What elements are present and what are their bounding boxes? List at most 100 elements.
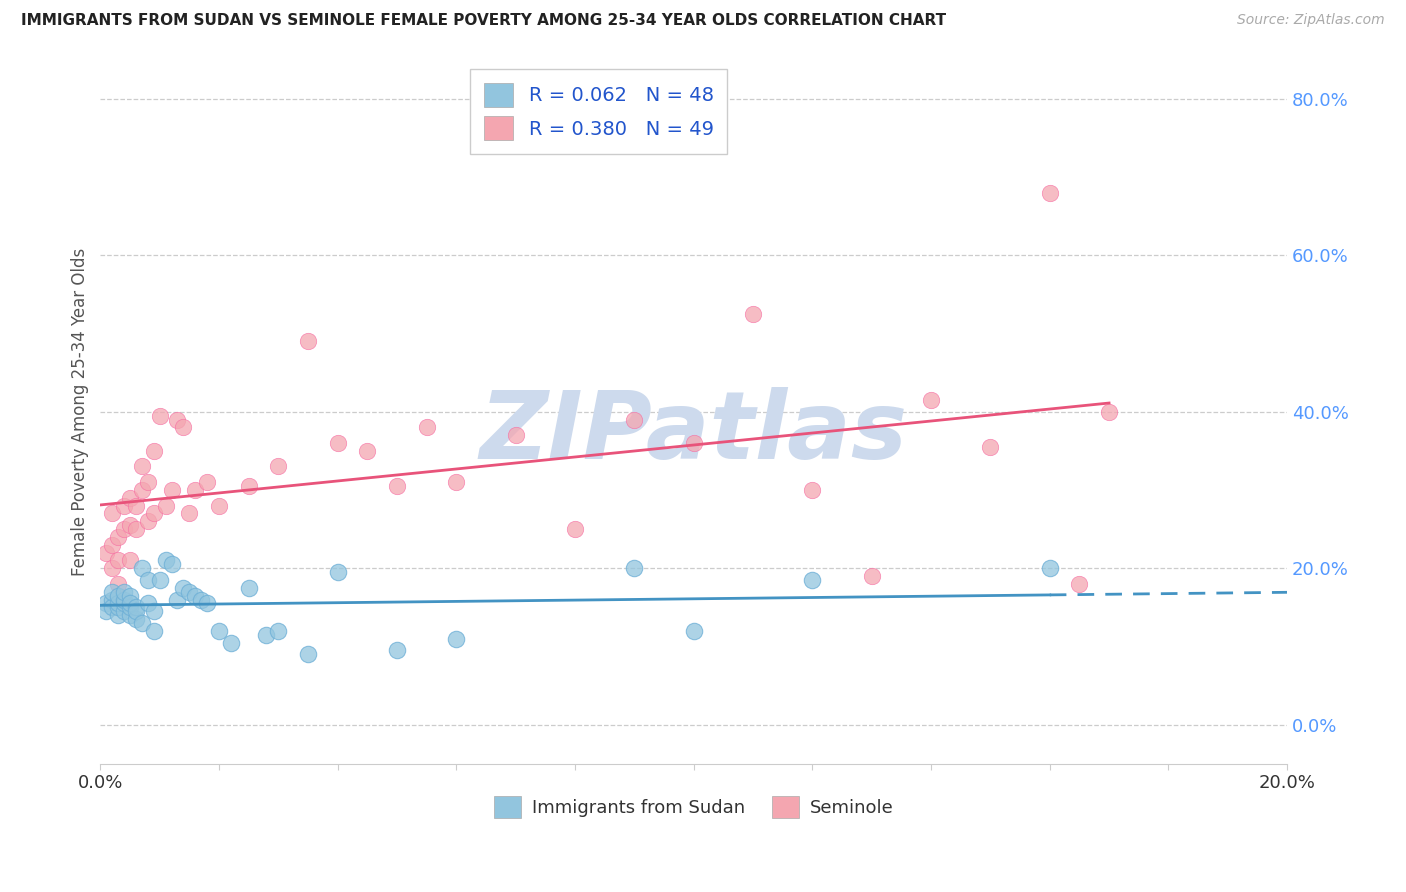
Point: [297, 647, 319, 661]
Point: [101, 584, 124, 599]
Point: [142, 507, 165, 521]
Point: [131, 561, 153, 575]
Point: [125, 600, 148, 615]
Point: [195, 596, 218, 610]
Point: [101, 592, 124, 607]
Point: [107, 596, 129, 610]
Point: [112, 596, 135, 610]
Point: [107, 600, 129, 615]
Point: [195, 475, 218, 490]
Point: [623, 412, 645, 426]
Point: [107, 577, 129, 591]
Point: [979, 440, 1001, 454]
Point: [238, 581, 260, 595]
Point: [118, 589, 141, 603]
Point: [101, 600, 124, 615]
Point: [107, 589, 129, 603]
Point: [155, 553, 177, 567]
Point: [446, 632, 468, 646]
Point: [801, 483, 824, 497]
Point: [446, 475, 468, 490]
Point: [160, 483, 183, 497]
Point: [112, 522, 135, 536]
Point: [326, 436, 349, 450]
Point: [96, 604, 118, 618]
Point: [118, 600, 141, 615]
Point: [112, 584, 135, 599]
Point: [136, 514, 159, 528]
Point: [179, 584, 201, 599]
Point: [682, 436, 704, 450]
Point: [742, 307, 765, 321]
Point: [267, 624, 290, 638]
Point: [184, 483, 207, 497]
Point: [107, 553, 129, 567]
Point: [155, 499, 177, 513]
Point: [112, 604, 135, 618]
Text: Source: ZipAtlas.com: Source: ZipAtlas.com: [1237, 13, 1385, 28]
Point: [142, 624, 165, 638]
Point: [118, 596, 141, 610]
Point: [131, 459, 153, 474]
Point: [125, 522, 148, 536]
Point: [1039, 186, 1062, 200]
Point: [136, 596, 159, 610]
Point: [112, 499, 135, 513]
Legend: Immigrants from Sudan, Seminole: Immigrants from Sudan, Seminole: [486, 789, 901, 825]
Point: [131, 615, 153, 630]
Point: [107, 530, 129, 544]
Point: [166, 412, 188, 426]
Point: [172, 420, 194, 434]
Point: [297, 334, 319, 349]
Point: [238, 479, 260, 493]
Point: [564, 522, 586, 536]
Point: [356, 443, 378, 458]
Point: [118, 518, 141, 533]
Point: [149, 409, 172, 423]
Point: [118, 491, 141, 505]
Point: [131, 483, 153, 497]
Text: ZIPatlas: ZIPatlas: [479, 387, 908, 479]
Point: [107, 608, 129, 623]
Point: [415, 420, 437, 434]
Point: [149, 573, 172, 587]
Point: [101, 538, 124, 552]
Point: [172, 581, 194, 595]
Point: [118, 553, 141, 567]
Point: [505, 428, 527, 442]
Y-axis label: Female Poverty Among 25-34 Year Olds: Female Poverty Among 25-34 Year Olds: [72, 248, 89, 576]
Point: [125, 604, 148, 618]
Point: [326, 565, 349, 579]
Point: [801, 573, 824, 587]
Point: [682, 624, 704, 638]
Point: [142, 604, 165, 618]
Point: [101, 507, 124, 521]
Point: [184, 589, 207, 603]
Point: [623, 561, 645, 575]
Point: [101, 561, 124, 575]
Point: [96, 545, 118, 559]
Point: [208, 624, 231, 638]
Point: [136, 573, 159, 587]
Point: [179, 507, 201, 521]
Text: IMMIGRANTS FROM SUDAN VS SEMINOLE FEMALE POVERTY AMONG 25-34 YEAR OLDS CORRELATI: IMMIGRANTS FROM SUDAN VS SEMINOLE FEMALE…: [21, 13, 946, 29]
Point: [96, 596, 118, 610]
Point: [1039, 561, 1062, 575]
Point: [125, 612, 148, 626]
Point: [136, 475, 159, 490]
Point: [256, 628, 278, 642]
Point: [160, 558, 183, 572]
Point: [125, 499, 148, 513]
Point: [112, 592, 135, 607]
Point: [190, 592, 212, 607]
Point: [118, 608, 141, 623]
Point: [1098, 405, 1121, 419]
Point: [920, 392, 942, 407]
Point: [1069, 577, 1091, 591]
Point: [385, 479, 408, 493]
Point: [166, 592, 188, 607]
Point: [860, 569, 883, 583]
Point: [219, 635, 242, 649]
Point: [267, 459, 290, 474]
Point: [385, 643, 408, 657]
